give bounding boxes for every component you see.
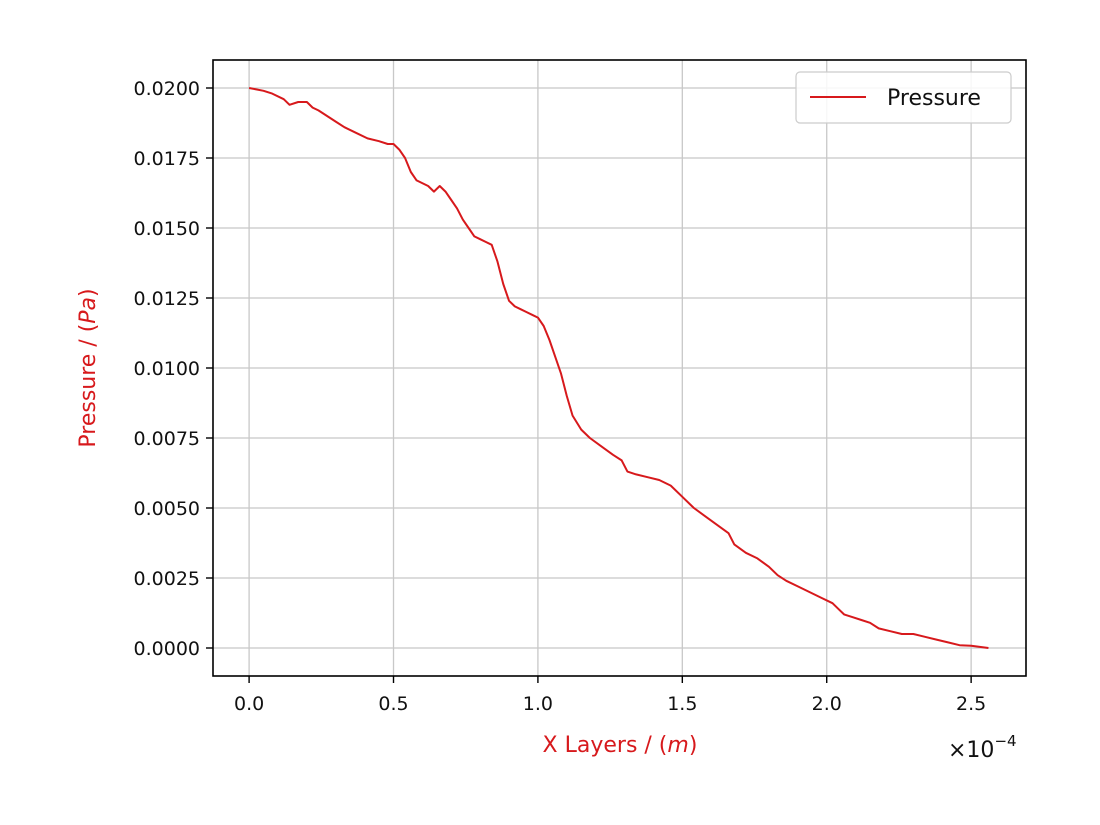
y-axis-label: Pressure / (Pa) bbox=[76, 288, 101, 447]
y-tick-label: 0.0175 bbox=[134, 148, 200, 170]
x-offset-label: ×10−4 bbox=[948, 732, 1017, 763]
x-tick-label: 2.5 bbox=[956, 693, 986, 715]
legend-label-pressure: Pressure bbox=[887, 86, 981, 111]
x-axis-label: X Layers / (m) bbox=[543, 733, 698, 758]
y-tick-label: 0.0075 bbox=[134, 428, 200, 450]
x-tick-label: 1.0 bbox=[523, 693, 553, 715]
y-tick-label: 0.0050 bbox=[134, 498, 200, 520]
legend: Pressure bbox=[795, 71, 1012, 124]
y-tick-label: 0.0000 bbox=[134, 638, 200, 660]
y-tick-label: 0.0125 bbox=[134, 288, 200, 310]
x-tick-label: 1.5 bbox=[667, 693, 697, 715]
y-tick-label: 0.0100 bbox=[134, 358, 200, 380]
tick-labels: 0.0 0.5 1.0 1.5 2.0 2.5 0.0000 0.0025 0.0050 0.00… bbox=[134, 78, 987, 715]
x-tick-label: 0.5 bbox=[378, 693, 408, 715]
grid bbox=[213, 60, 1026, 676]
legend-box bbox=[795, 71, 1012, 124]
y-tick-label: 0.0200 bbox=[134, 78, 200, 100]
y-tick-label: 0.0150 bbox=[134, 218, 200, 240]
series-line-pressure bbox=[248, 87, 989, 649]
x-tick-label: 2.0 bbox=[812, 693, 842, 715]
x-tick-label: 0.0 bbox=[234, 693, 264, 715]
ticks bbox=[206, 87, 972, 683]
series-layer bbox=[248, 87, 989, 649]
y-tick-label: 0.0025 bbox=[134, 568, 200, 590]
